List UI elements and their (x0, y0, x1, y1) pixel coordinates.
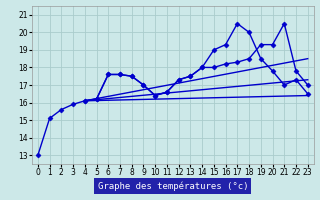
X-axis label: Graphe des températures (°c): Graphe des températures (°c) (98, 181, 248, 191)
